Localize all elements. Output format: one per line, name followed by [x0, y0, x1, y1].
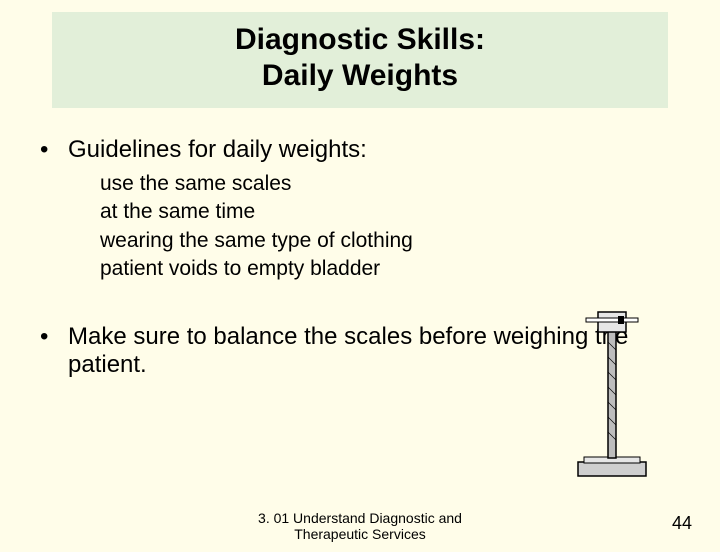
title-line-2: Daily Weights	[262, 59, 458, 92]
sub-item: use the same scales	[100, 170, 680, 198]
medical-scale-icon	[572, 302, 652, 482]
page-number: 44	[672, 513, 692, 534]
slide-title-box: Diagnostic Skills: Daily Weights	[52, 12, 668, 108]
bullet-dot-icon: •	[40, 323, 68, 379]
bullet-guidelines: • Guidelines for daily weights:	[40, 136, 680, 164]
sub-item: wearing the same type of clothing	[100, 227, 680, 255]
title-line-1: Diagnostic Skills:	[235, 23, 485, 56]
bullet-dot-icon: •	[40, 136, 68, 164]
sub-item: at the same time	[100, 198, 680, 226]
guidelines-sublist: use the same scales at the same time wea…	[100, 170, 680, 283]
slide-title: Diagnostic Skills: Daily Weights	[52, 22, 668, 94]
footer-caption: 3. 01 Understand Diagnostic and Therapeu…	[0, 510, 720, 542]
footer-line-1: 3. 01 Understand Diagnostic and	[258, 510, 462, 526]
bullet-guidelines-text: Guidelines for daily weights:	[68, 136, 367, 164]
sub-item: patient voids to empty bladder	[100, 255, 680, 283]
